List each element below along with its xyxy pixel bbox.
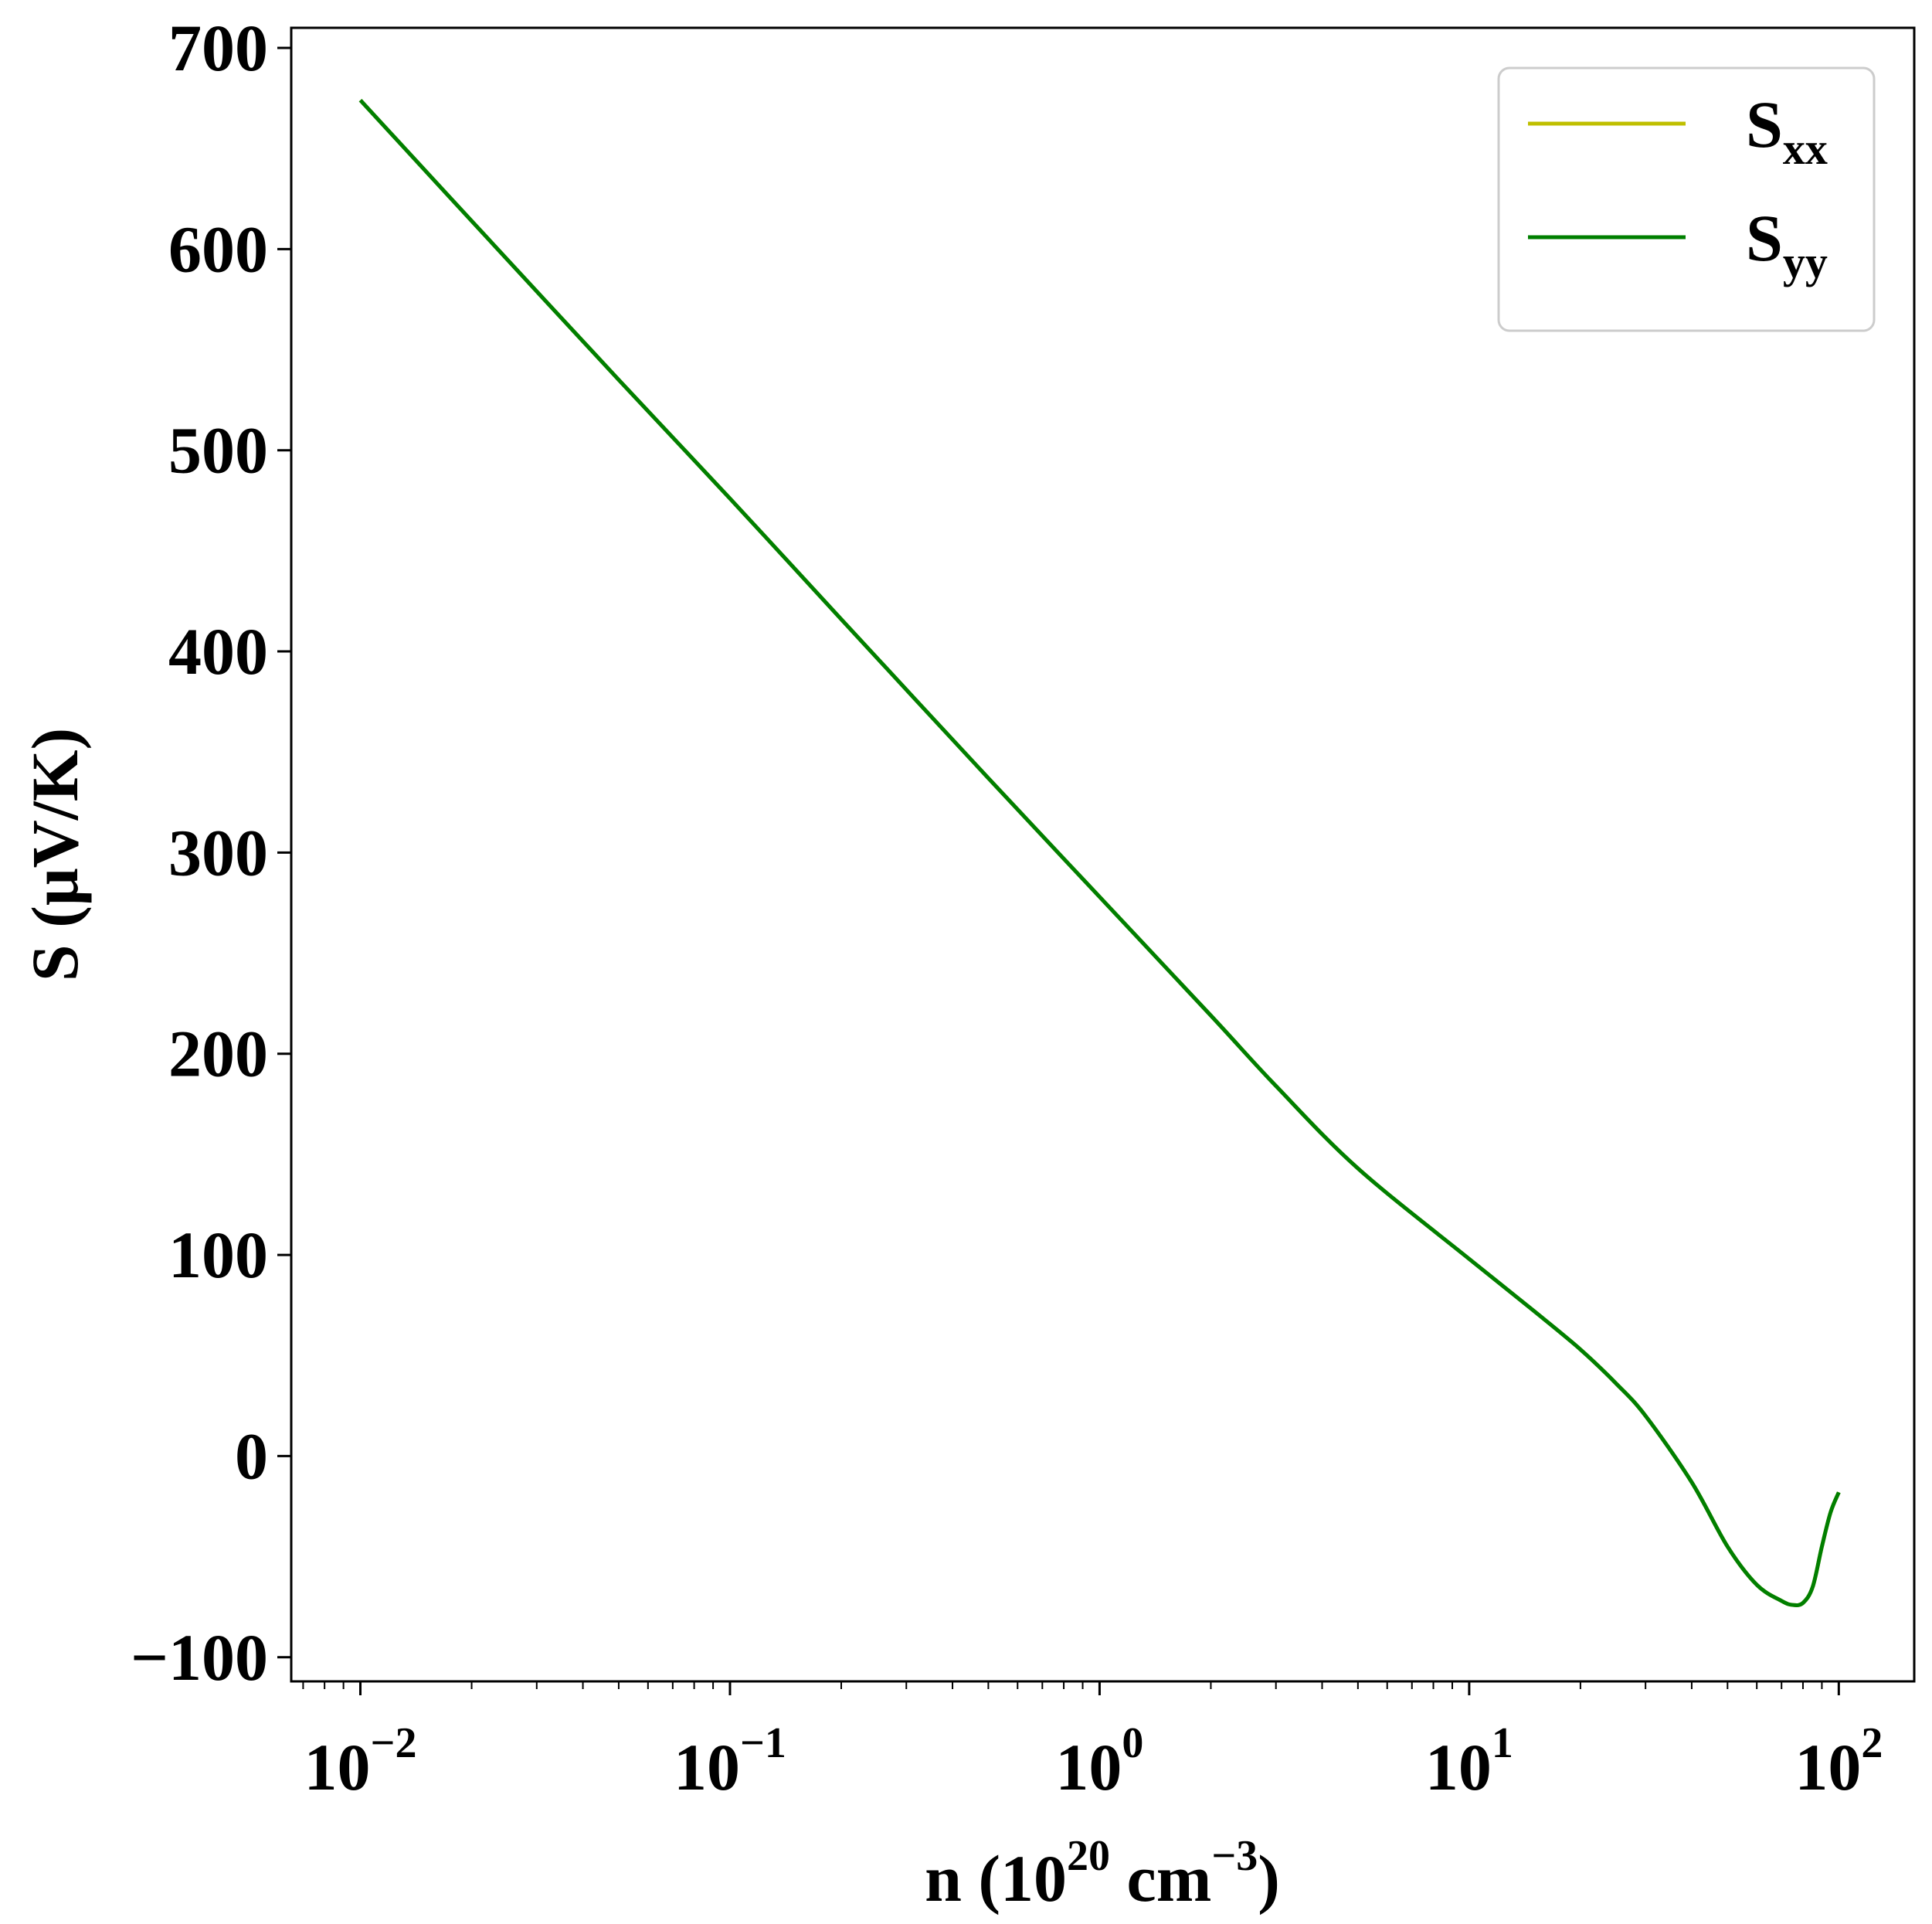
- y-tick-label: 300: [168, 815, 268, 889]
- x-axis-label-end: ): [1258, 1841, 1280, 1916]
- y-tick-label: 100: [168, 1218, 268, 1292]
- y-tick-label: 400: [168, 614, 268, 688]
- legend-box: [1497, 66, 1876, 332]
- x-tick-label: 102: [1794, 1719, 1883, 1804]
- x-tick-label-base: 10: [1794, 1730, 1861, 1804]
- legend: Sxx Syy: [1497, 66, 1876, 332]
- y-tick-label: 700: [168, 11, 268, 85]
- legend-label-sxx: Sxx: [1746, 87, 1828, 174]
- x-axis-label-sup1: 20: [1067, 1832, 1110, 1880]
- legend-label-syy-sub: yy: [1783, 237, 1828, 287]
- x-tick-label: 10−2: [304, 1719, 417, 1804]
- x-tick-label-base: 10: [1055, 1730, 1122, 1804]
- series-line-syy: [358, 99, 1841, 1607]
- x-tick-label-exp: 0: [1122, 1719, 1143, 1767]
- legend-label-syy-name: S: [1746, 201, 1783, 275]
- legend-label-sxx-sub: xx: [1783, 124, 1828, 174]
- x-axis-label-main: n (10: [925, 1841, 1067, 1916]
- plot-frame: [290, 26, 1916, 1683]
- y-tick-label: 600: [168, 212, 268, 286]
- x-tick-label-exp: 1: [1492, 1719, 1513, 1767]
- series-layer: [358, 99, 1841, 1607]
- y-axis-label: S (μV/K): [18, 728, 92, 981]
- x-tick-label-exp: −1: [740, 1719, 786, 1767]
- x-tick-label-base: 10: [304, 1730, 371, 1804]
- x-axis-ticks: 10−2 10−1 100 101 102: [302, 1681, 1883, 1804]
- x-tick-label: 101: [1425, 1719, 1513, 1804]
- x-tick-label-base: 10: [1425, 1730, 1492, 1804]
- x-axis-label: n (1020 cm−3): [925, 1832, 1280, 1916]
- x-tick-label: 100: [1055, 1719, 1143, 1804]
- y-axis-ticks: 700 600 500 400 300 200 100 0 −100: [131, 11, 291, 1695]
- x-tick-label-base: 10: [674, 1730, 740, 1804]
- y-tick-label: 500: [168, 413, 268, 488]
- y-tick-label: 0: [235, 1419, 268, 1493]
- x-tick-label-exp: −2: [371, 1719, 417, 1767]
- legend-label-syy: Syy: [1746, 201, 1828, 287]
- y-tick-label: 200: [168, 1017, 268, 1091]
- legend-label-sxx-name: S: [1746, 87, 1783, 161]
- x-tick-label-exp: 2: [1861, 1719, 1883, 1767]
- x-axis-label-sup2: −3: [1211, 1832, 1258, 1880]
- y-tick-label: −100: [131, 1620, 268, 1695]
- x-tick-label: 10−1: [674, 1719, 786, 1804]
- x-axis-label-mid: cm: [1110, 1841, 1211, 1916]
